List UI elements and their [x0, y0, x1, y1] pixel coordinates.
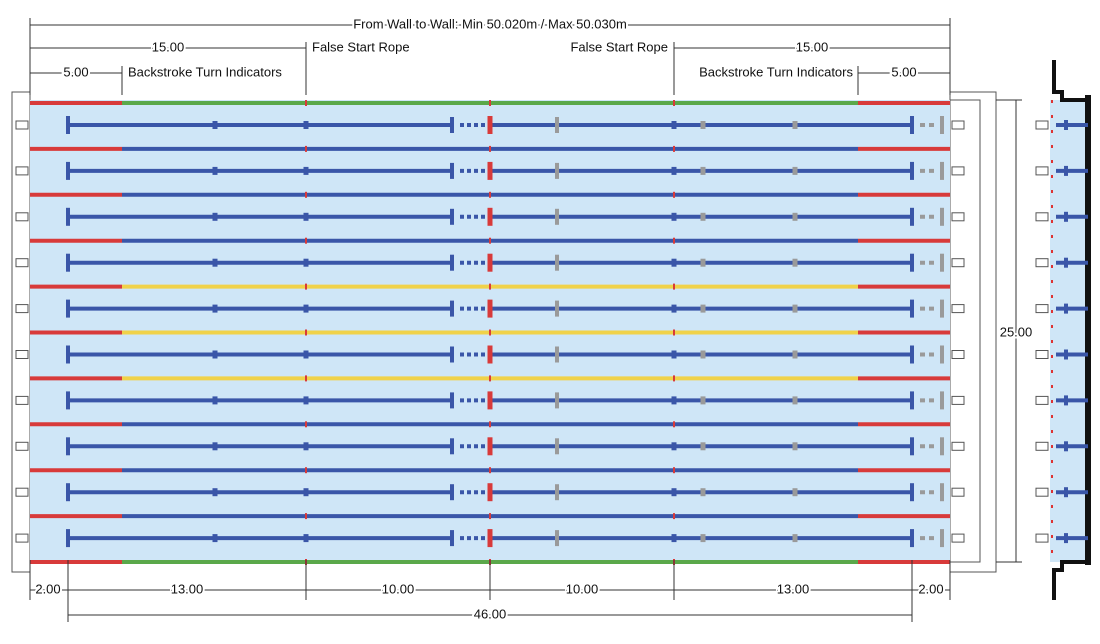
start-block: [951, 120, 965, 130]
start-block: [1035, 304, 1049, 314]
start-block: [15, 441, 29, 451]
lanes: [15, 100, 965, 565]
segment-label: 2.00: [918, 581, 943, 596]
start-block: [1035, 533, 1049, 543]
start-block: [1035, 258, 1049, 268]
left-5: 5.00: [63, 64, 88, 79]
start-block: [15, 487, 29, 497]
left-15: 15.00: [152, 39, 185, 54]
start-block: [1035, 395, 1049, 405]
dimensions: [29, 18, 1022, 622]
right-backstroke: Backstroke Turn Indicators: [699, 64, 853, 79]
start-block: [15, 258, 29, 268]
segment-label: 13.00: [171, 581, 204, 596]
start-block: [951, 258, 965, 268]
right-5: 5.00: [891, 64, 916, 79]
start-block: [15, 395, 29, 405]
start-block: [15, 350, 29, 359]
start-block: [951, 487, 965, 497]
start-block: [951, 395, 965, 405]
segment-label: 10.00: [566, 581, 599, 596]
start-block: [1035, 487, 1049, 497]
start-block: [951, 304, 965, 314]
left-backstroke: Backstroke Turn Indicators: [128, 64, 282, 79]
right-false-start: False Start Rope: [570, 39, 668, 54]
segment-label: 13.00: [777, 581, 810, 596]
start-block: [951, 441, 965, 451]
top-dimension: From Wall to Wall: Min 50.020m / Max 50.…: [353, 16, 627, 31]
start-block: [15, 533, 29, 543]
start-block: [15, 212, 29, 222]
start-block: [1035, 350, 1049, 359]
start-block: [1035, 212, 1049, 222]
start-block: [15, 120, 29, 130]
left-deck: [11, 91, 31, 573]
start-block: [1035, 120, 1049, 130]
segment-label: 2.00: [35, 581, 60, 596]
width-label: 25.00: [1000, 324, 1033, 339]
right-15: 15.00: [796, 39, 829, 54]
start-block: [1035, 166, 1049, 176]
start-block: [951, 533, 965, 543]
right-deck-inner: [949, 99, 981, 563]
start-block: [15, 166, 29, 176]
section-view: [1035, 60, 1091, 600]
start-block: [951, 212, 965, 222]
total-label: 46.00: [474, 606, 507, 621]
start-block: [951, 350, 965, 359]
start-block: [15, 304, 29, 314]
start-block: [951, 166, 965, 176]
segment-label: 10.00: [382, 581, 415, 596]
left-false-start: False Start Rope: [312, 39, 410, 54]
start-block: [1035, 441, 1049, 451]
